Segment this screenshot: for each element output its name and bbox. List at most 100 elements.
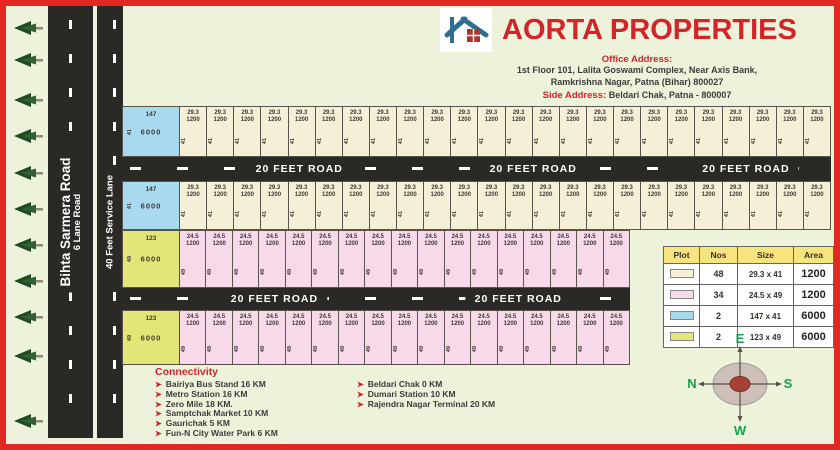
plot-area: 1200 [265, 321, 279, 327]
plot-area: 1200 [397, 241, 412, 247]
plot-cell-pink: 24.5 1200 49 [337, 310, 366, 365]
compass-rose-icon: E S W N [687, 331, 792, 438]
arrow-icon: ➤ [357, 389, 364, 399]
plot-cell-cream: 29.3 1200 41 [450, 181, 479, 230]
plot-area: 1200 [371, 321, 385, 327]
connectivity-text: Samptchak Market 10 KM [165, 408, 269, 419]
plot-area: 1200 [457, 117, 471, 123]
plot-cell-blue: 147 6000 41 [122, 106, 180, 157]
plot-cell-cream: 29.3 1200 41 [531, 181, 560, 230]
side-address-block: Side Address: Beldari Chak, Patna - 8000… [440, 90, 834, 102]
plot-side-dimension: 49 [392, 345, 399, 353]
connectivity-item: ➤ Metro Station 16 KM [155, 389, 333, 400]
plot-dimension: 29.3 [241, 185, 254, 191]
plot-area: 1200 [265, 241, 279, 247]
plot-dimension: 29.3 [187, 185, 199, 191]
plot-side-dimension: 41 [696, 137, 703, 145]
plot-dimension: 29.3 [268, 110, 281, 116]
plot-area: 1200 [291, 321, 306, 327]
plot-side-dimension: 49 [127, 334, 133, 341]
legend-plot-cell [663, 305, 700, 327]
arrow-icon: ➤ [155, 380, 162, 389]
plot-area: 1200 [593, 117, 607, 123]
legend-area: 1200 [793, 284, 834, 306]
plot-dimension: 24.5 [372, 314, 384, 320]
plot-area: 1200 [511, 117, 526, 123]
plot-side-dimension: 41 [669, 210, 676, 218]
plot-area: 1200 [186, 241, 200, 247]
plot-cell-pink: 24.5 1200 49 [602, 230, 630, 288]
plot-side-dimension: 41 [425, 210, 432, 218]
plot-area: 1200 [701, 117, 716, 123]
legend-color-swatch [669, 290, 694, 300]
cross-road-upper: 20 FEET ROAD 20 FEET ROAD 20 FEET ROAD [122, 157, 831, 181]
connectivity-list-left: ➤ Bairiya Bus Stand 16 KM ➤ Metro Station 1… [155, 379, 333, 439]
connectivity-section: Connectivity ➤ Bairiya Bus Stand 16 KM ➤ Me… [155, 366, 655, 439]
plot-cell-cream: 29.3 1200 41 [314, 106, 343, 157]
plot-area: 1200 [647, 117, 661, 123]
legend-nos: 34 [699, 284, 738, 306]
plot-side-dimension: 49 [181, 268, 187, 276]
plot-side-dimension: 49 [604, 345, 611, 353]
plot-dimension: 24.5 [557, 314, 570, 320]
plot-dimension: 24.5 [292, 314, 305, 320]
plot-dimension: 147 [145, 111, 157, 118]
plot-area: 1200 [530, 241, 544, 247]
plot-area: 1200 [291, 241, 306, 247]
plot-cell-pink: 24.5 1200 49 [470, 230, 498, 288]
plot-dimension: 24.5 [504, 314, 517, 320]
plot-side-dimension: 49 [525, 345, 532, 353]
plot-cell-pink: 24.5 1200 49 [179, 230, 207, 288]
plot-dimension: 24.5 [530, 234, 543, 240]
plot-dimension: 29.3 [214, 185, 227, 191]
plot-area: 1200 [756, 192, 770, 198]
plot-dimension: 29.3 [268, 185, 281, 191]
plot-cell-cream: 29.3 1200 41 [396, 106, 425, 157]
plot-side-dimension: 49 [551, 345, 558, 353]
plot-area: 1200 [371, 241, 385, 247]
plot-cell-cream: 29.3 1200 41 [504, 181, 533, 230]
plot-dimension: 29.3 [322, 110, 335, 116]
plot-cell-cream: 29.3 1200 41 [667, 181, 696, 230]
plot-dimension: 29.3 [648, 110, 661, 116]
plot-cell-pink: 24.5 1200 49 [549, 230, 578, 288]
plot-dimension: 24.5 [583, 234, 596, 240]
plot-cell-pink: 24.5 1200 49 [443, 230, 472, 288]
plot-side-dimension: 49 [207, 268, 214, 276]
plot-cell-cream: 29.3 1200 41 [423, 106, 452, 157]
legend-table: Plot Nos Size Area 48 29.3 x 41 1200 34 24.5 x … [663, 246, 834, 348]
plot-dimension: 29.3 [349, 185, 362, 191]
plot-cell-pink: 24.5 1200 49 [523, 310, 551, 365]
legend-header-area: Area [793, 246, 834, 264]
plot-side-dimension: 41 [398, 137, 404, 145]
plot-area: 1200 [457, 192, 471, 198]
plot-cell-cream: 29.3 1200 41 [260, 106, 289, 157]
plot-side-dimension: 41 [533, 210, 540, 218]
plot-area: 1200 [376, 117, 390, 123]
legend-header-nos: Nos [699, 246, 738, 264]
plot-area: 1200 [240, 192, 254, 198]
plot-area: 1200 [344, 321, 359, 327]
plot-dimension: 24.5 [530, 314, 543, 320]
plot-area: 1200 [620, 192, 634, 198]
legend-nos: 48 [699, 263, 738, 285]
plot-cell-cream: 29.3 1200 41 [179, 181, 208, 230]
legend-color-swatch [669, 269, 694, 279]
plot-dimension: 29.3 [621, 110, 633, 116]
plot-area: 1200 [477, 241, 491, 247]
legend-area: 6000 [793, 326, 834, 348]
plot-cell-cream: 29.3 1200 41 [721, 181, 750, 230]
plot-dimension: 24.5 [186, 234, 199, 240]
connectivity-item: ➤ Fun-N City Water Park 6 KM [155, 428, 333, 439]
plot-cell-cream: 29.3 1200 41 [694, 106, 723, 157]
office-address-block: Office Address: 1st Floor 101, Lalita Go… [440, 54, 834, 88]
plot-row-3: 123 6000 49 24.5 1200 49 24.5 1200 49 24.5 1200 49 2… [122, 230, 630, 288]
tree-icon [14, 237, 44, 253]
plot-area: 1200 [344, 241, 359, 247]
plot-dimension: 29.3 [729, 185, 742, 191]
road-label: 20 FEET ROAD [465, 291, 571, 307]
plot-side-dimension: 49 [392, 268, 399, 276]
plot-area: 1200 [756, 117, 770, 123]
plot-cell-pink: 24.5 1200 49 [231, 230, 260, 288]
